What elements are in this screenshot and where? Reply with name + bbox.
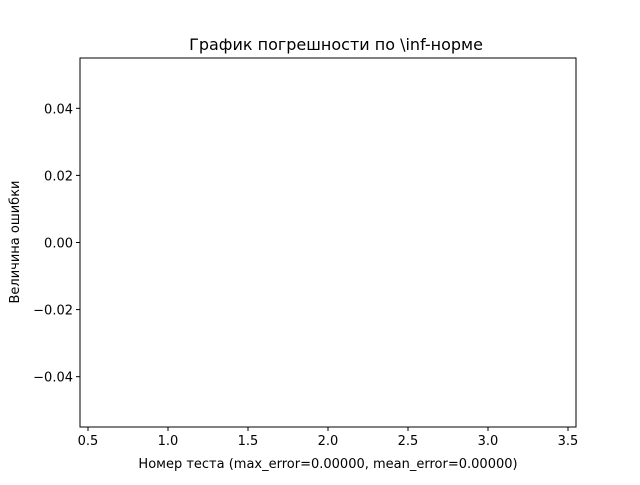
- x-tick-label: 2.0: [318, 434, 339, 449]
- y-tick-label: 0.00: [44, 237, 73, 252]
- x-tick-label: 3.0: [478, 434, 499, 449]
- chart-title: График погрешности по \inf-норме: [189, 35, 483, 54]
- x-tick-label: 1.5: [238, 434, 259, 449]
- y-tick-label: −0.04: [33, 371, 73, 386]
- y-axis-ticks: −0.04 −0.02 0.00 0.02 0.04: [33, 102, 80, 386]
- x-tick-label: 3.5: [558, 434, 579, 449]
- plot-area: [79, 57, 577, 428]
- x-tick-label: 1.0: [158, 434, 179, 449]
- y-tick-label: 0.02: [44, 169, 73, 184]
- y-tick-label: 0.04: [44, 102, 73, 117]
- x-axis-ticks: 0.5 1.0 1.5 2.0 2.5 3.0 3.5: [78, 427, 579, 449]
- y-axis-label: Величина ошибки: [8, 180, 23, 303]
- x-tick-label: 0.5: [78, 434, 99, 449]
- y-tick-label: −0.02: [33, 304, 73, 319]
- x-axis-label: Номер теста (max_error=0.00000, mean_err…: [138, 457, 517, 472]
- x-tick-label: 2.5: [398, 434, 419, 449]
